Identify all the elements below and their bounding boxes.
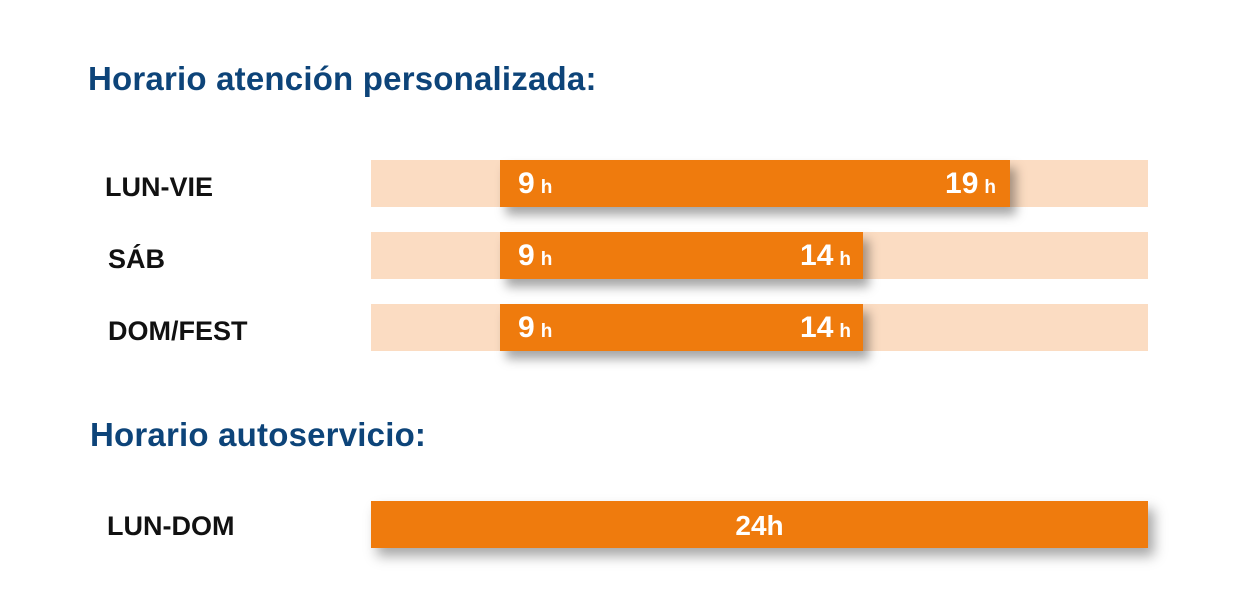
day-label-lun-vie: LUN-VIE xyxy=(105,172,213,202)
end-time: 19 h xyxy=(945,167,996,200)
day-label-lun-dom: LUN-DOM xyxy=(107,511,235,541)
section-title-self-service: Horario autoservicio: xyxy=(90,416,427,453)
end-time: 14 h xyxy=(800,311,851,344)
day-label-sab: SÁB xyxy=(108,244,166,274)
end-time: 14 h xyxy=(800,239,851,272)
all-day-value: 24h xyxy=(735,510,784,541)
section-title-personal-service: Horario atención personalizada: xyxy=(88,60,597,97)
day-label-dom-fest: DOM/FEST xyxy=(108,316,248,346)
schedule-bar-lun-dom: 24h xyxy=(371,501,1148,548)
